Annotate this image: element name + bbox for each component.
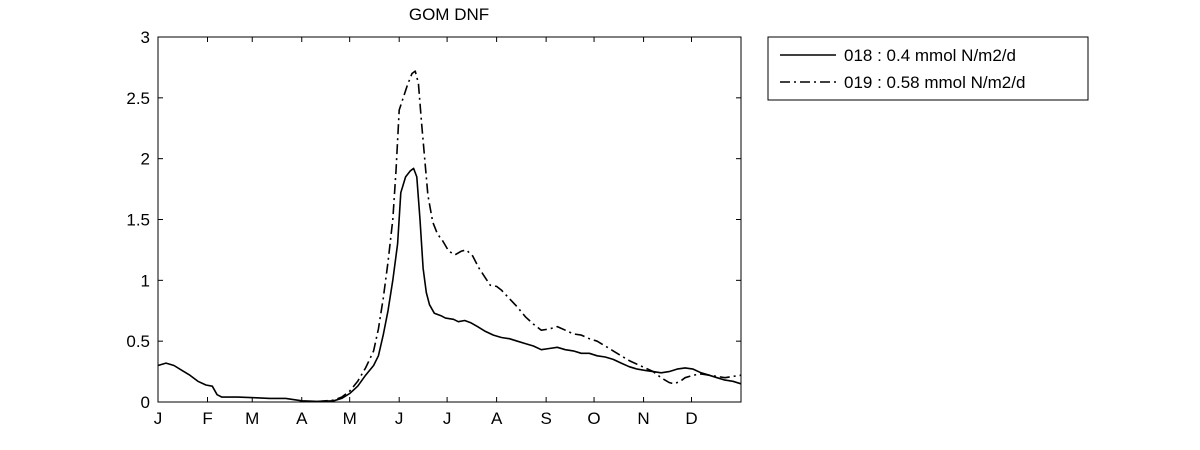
x-tick-label: F	[202, 409, 212, 428]
x-tick-label: O	[587, 409, 600, 428]
y-tick-label: 1	[141, 271, 150, 290]
plot-area	[157, 36, 742, 403]
x-tick-label: N	[637, 409, 649, 428]
series-line-2	[317, 70, 742, 403]
x-tick-label: M	[343, 409, 357, 428]
x-tick-label: J	[154, 409, 163, 428]
x-tick-label: A	[296, 409, 308, 428]
plot-frame	[157, 36, 742, 403]
x-tick-label: S	[540, 409, 551, 428]
y-tick-label: 2.5	[126, 89, 150, 108]
y-tick-label: 0	[141, 393, 150, 412]
x-tick-label: A	[491, 409, 503, 428]
legend-label-2: 019 : 0.58 mmol N/m2/d	[844, 73, 1025, 92]
chart-title: GOM DNF	[409, 5, 489, 24]
y-tick-label: 2	[141, 150, 150, 169]
x-tick-label: M	[245, 409, 259, 428]
x-tick-label: J	[395, 409, 404, 428]
x-tick-label: D	[685, 409, 697, 428]
y-axis: 0 0.5 1 1.5 2 2.5 3	[126, 28, 741, 412]
legend: 018 : 0.4 mmol N/m2/d 019 : 0.58 mmol N/m…	[767, 36, 1089, 101]
series-layer	[157, 70, 742, 403]
legend-label-1: 018 : 0.4 mmol N/m2/d	[844, 46, 1016, 65]
y-tick-label: 3	[141, 28, 150, 47]
y-tick-label: 1.5	[126, 211, 150, 230]
legend-box	[767, 36, 1089, 101]
series-line-1	[157, 167, 742, 403]
y-tick-label: 0.5	[126, 332, 150, 351]
x-tick-label: J	[443, 409, 452, 428]
